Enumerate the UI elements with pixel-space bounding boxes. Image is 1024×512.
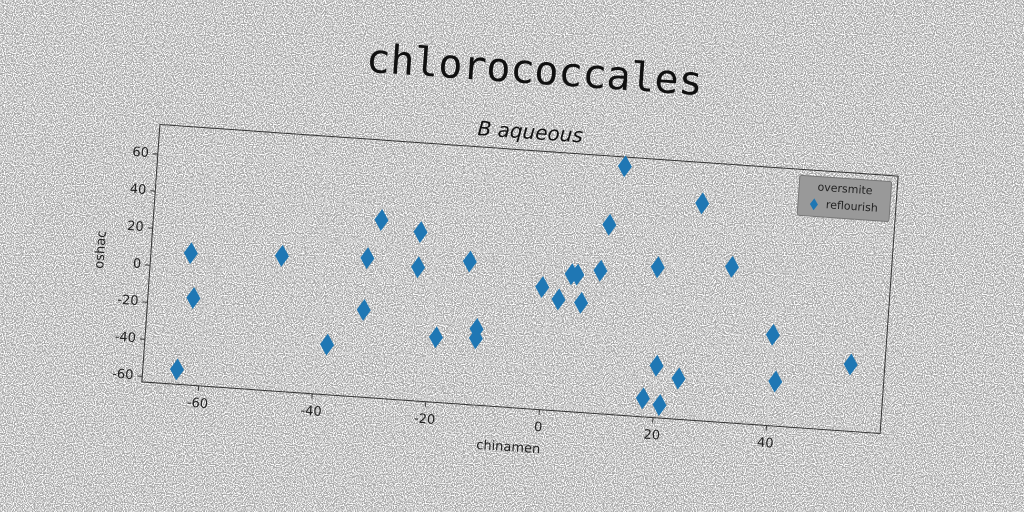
scatter-point [602,213,617,236]
scatter-point [320,333,335,356]
scatter-point [765,323,780,346]
scatter-point [843,353,858,376]
scatter-point [574,291,589,314]
grid-line [142,375,881,429]
scatter-point [617,155,632,178]
scatter-point [768,370,783,393]
x-tick-label: 0 [533,420,542,436]
scatter-point [468,327,483,350]
y-tick-label: -40 [114,330,136,346]
scatter-point [429,326,444,349]
scatter-point [183,242,198,265]
scatter-point [411,256,426,279]
y-axis-label: oshac [92,230,110,269]
scatter-point [671,367,686,390]
grid-line [144,338,884,392]
legend-title: oversmite [817,181,873,198]
plot-frame [141,123,899,435]
legend-box [796,174,893,222]
y-tick-label: 0 [132,257,141,273]
scatter-point [551,288,566,311]
scatter-point [724,255,739,278]
x-tick-label: -40 [300,404,322,420]
scatter-point [593,259,608,282]
scatter-point [413,221,428,244]
scatter-point [170,358,184,381]
y-tick-label: -60 [112,367,134,383]
grid-line [152,227,891,281]
scatter-point [274,244,289,267]
scatter-point [535,276,550,299]
rotated-figure: chlorococcales B aqueous chinamen oshac … [92,36,899,457]
scatter-point [570,263,585,286]
x-tick-label: -60 [186,396,208,412]
x-tick-label: 20 [643,428,661,444]
y-tick-label: 60 [132,145,150,161]
scatter-point [186,287,201,310]
x-axis-label: chinamen [476,438,541,457]
scatter-point [695,192,710,215]
y-tick-label: 20 [127,219,145,235]
legend-label: reflourish [825,198,878,215]
scatter-point [356,298,371,321]
scatter-point [462,250,477,273]
scatter-point [652,394,667,417]
grid-line [150,264,889,318]
x-tick-label: -20 [413,411,435,427]
grid-line [147,301,886,355]
grid-line [155,190,894,244]
y-tick-label: 40 [129,182,147,198]
scatter-point [360,247,375,270]
legend-marker [809,198,818,211]
y-tick-label: -20 [117,293,139,309]
x-tick-label: 40 [756,435,774,451]
scatter-point [650,256,665,279]
scatter-point [649,354,664,377]
scatter-point [374,209,389,231]
grid-line [157,153,897,207]
scatter-point [635,387,650,410]
